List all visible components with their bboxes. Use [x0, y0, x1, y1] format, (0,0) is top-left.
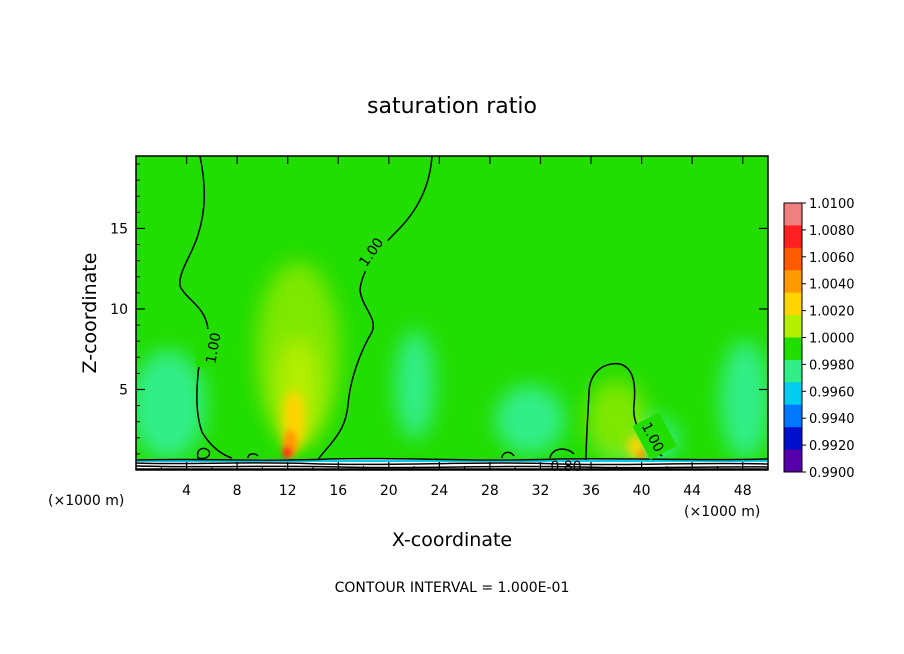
contour-small-loop: [549, 448, 575, 459]
plot-frame: [135, 155, 769, 471]
colorbar-label: 1.0020: [809, 305, 855, 320]
x-tick-label: 36: [582, 483, 600, 499]
moist-region: [136, 350, 206, 460]
y-tick-label: 15: [110, 221, 128, 237]
contour-small-loop: [247, 453, 259, 459]
colorbar-swatch: [784, 292, 802, 316]
colorbar-label: 0.9940: [809, 412, 855, 427]
y-tick-label: 5: [119, 382, 128, 398]
x-tick-label: 4: [182, 483, 191, 499]
y-tick-label: 10: [110, 302, 128, 318]
x-axis-ticks: 4 8 12 16 20 24 28 32 36 40 44 48: [160, 156, 752, 499]
colorbar-label: 0.9900: [809, 466, 855, 481]
colorbar-swatch: [784, 382, 802, 406]
contour-lines: [136, 156, 768, 470]
contour-1-00-center: [317, 156, 433, 461]
contour-label: 1.00: [203, 331, 224, 364]
colorbar-swatch: [784, 270, 802, 294]
x-tick-label: 16: [329, 483, 347, 499]
contour-small-loop: [196, 447, 211, 460]
colorbar-swatch: [784, 247, 802, 271]
colorbar-swatch: [784, 359, 802, 383]
colorbar-label: 0.9980: [809, 358, 855, 373]
x-tick-label: 44: [683, 483, 701, 499]
x-tick-label: 28: [481, 483, 499, 499]
moist-region: [720, 340, 768, 460]
colorbar-label: 1.0040: [809, 278, 855, 293]
contour-surface: [136, 465, 768, 469]
plume-peak: [637, 450, 645, 460]
moist-region: [395, 330, 435, 440]
colorbar-label: 0.9920: [809, 439, 855, 454]
plot-area: [136, 156, 768, 470]
colorbar-swatch: [784, 203, 802, 226]
contour-interval-note: CONTOUR INTERVAL = 1.000E-01: [335, 580, 570, 596]
x-unit-right: (×1000 m): [684, 504, 760, 520]
moist-region: [495, 385, 565, 455]
colorbar-label: 1.0080: [809, 224, 855, 239]
colorbar-label: 1.0000: [809, 332, 855, 347]
contour-small-loop: [501, 451, 515, 459]
contour-label-group: 1.00 1.00 1.00 0.80: [196, 225, 677, 475]
field-shading: [136, 262, 768, 470]
x-tick-label: 32: [532, 483, 550, 499]
x-tick-label: 24: [430, 483, 448, 499]
plume-peak: [283, 447, 291, 459]
colorbar-swatch: [784, 337, 802, 361]
surface-layer: [136, 459, 768, 470]
contour-1-00-right: [585, 362, 663, 461]
contour-surface: [136, 462, 768, 466]
colorbar-swatch: [784, 225, 802, 249]
y-axis-label: Z-coordinate: [79, 253, 101, 374]
x-tick-label: 12: [279, 483, 297, 499]
x-tick-label: 40: [633, 483, 651, 499]
colorbar-label: 0.9960: [809, 385, 855, 400]
chart-title: saturation ratio: [367, 94, 537, 119]
x-tick-label: 8: [233, 483, 242, 499]
colorbar-swatch: [784, 449, 802, 473]
colorbar-swatch: [784, 427, 802, 451]
y-axis-ticks: 5 10 15: [110, 163, 768, 455]
colorbar-swatch: [784, 315, 802, 338]
x-tick-label: 48: [734, 483, 752, 499]
x-tick-label: 20: [380, 483, 398, 499]
x-axis-label: X-coordinate: [392, 529, 512, 551]
contour-surface: [136, 457, 768, 461]
x-unit-left: (×1000 m): [48, 493, 124, 509]
colorbar-label: 1.0100: [809, 197, 855, 212]
colorbar-label: 1.0060: [809, 251, 855, 266]
colorbar: 1.0100 1.0080 1.0060 1.0040 1.0020 1.0000 0.99…: [783, 197, 855, 481]
colorbar-swatch: [784, 404, 802, 428]
